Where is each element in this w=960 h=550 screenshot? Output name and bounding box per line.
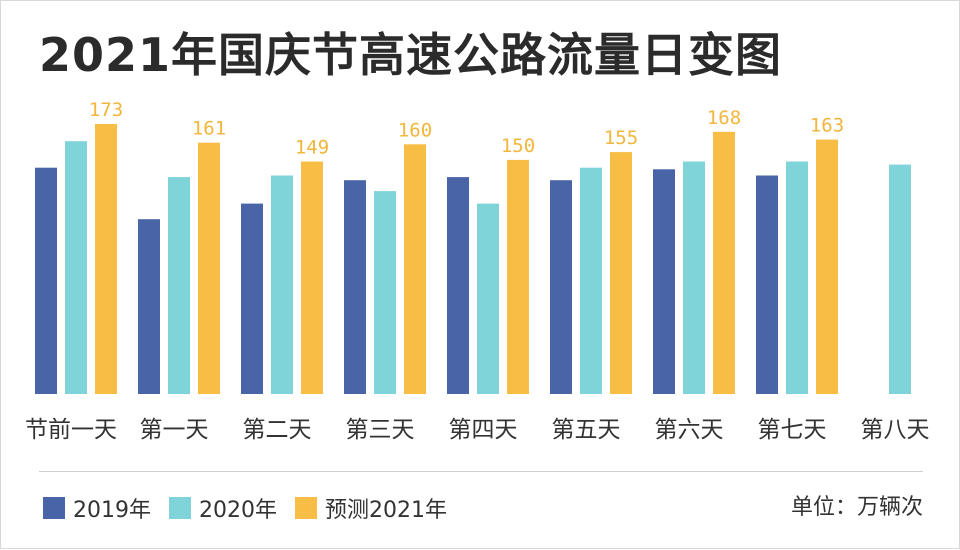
bar-2020-5 — [477, 203, 499, 394]
x-tick-label-1: 节前一天 — [25, 417, 117, 443]
bar-2019-7 — [653, 169, 675, 394]
data-label-2021-4: 160 — [398, 119, 432, 141]
x-tick-label-7: 第六天 — [655, 417, 724, 443]
data-label-2021-7: 168 — [707, 107, 741, 129]
x-tick-label-6: 第五天 — [552, 417, 621, 443]
x-tick-label-4: 第三天 — [346, 417, 415, 443]
bar-2020-8 — [786, 161, 808, 394]
data-label-2021-2: 161 — [192, 118, 226, 140]
unit-label: 单位：万辆次 — [790, 495, 923, 520]
legend-label-2020: 2020年 — [199, 498, 277, 523]
data-label-2021-3: 149 — [295, 137, 329, 159]
x-tick-label-9: 第八天 — [861, 417, 930, 443]
chart-title: 2021年国庆节高速公路流量日变图 — [39, 28, 783, 82]
bar-2021-2 — [198, 142, 220, 394]
x-tick-label-3: 第二天 — [243, 417, 312, 443]
legend-item-2021: 预测2021年 — [295, 492, 447, 524]
legend-label-2021: 预测2021年 — [325, 498, 447, 523]
bar-2021-1 — [95, 124, 117, 394]
bar-2019-8 — [756, 175, 778, 394]
legend-label-2019: 2019年 — [73, 498, 151, 523]
bar-2019-1 — [35, 167, 57, 394]
bar-2019-5 — [447, 177, 469, 394]
bar-2020-6 — [580, 167, 602, 394]
legend-swatch-2019 — [43, 497, 65, 519]
legend-item-2020: 2020年 — [169, 492, 277, 524]
legend: 2019年 2020年 预测2021年 — [43, 493, 447, 523]
bar-2021-7 — [713, 131, 735, 395]
bar-2020-1 — [65, 141, 87, 394]
data-label-2021-1: 173 — [89, 99, 123, 121]
bar-2020-4 — [374, 191, 396, 394]
data-label-2021-8: 163 — [810, 115, 844, 137]
bar-2020-7 — [683, 161, 705, 394]
x-tick-label-2: 第一天 — [140, 417, 209, 443]
bar-2019-4 — [344, 180, 366, 394]
bar-2019-2 — [138, 219, 160, 394]
bar-2019-6 — [550, 180, 572, 394]
bar-2021-6 — [610, 152, 632, 394]
data-label-2021-5: 150 — [501, 135, 535, 157]
bar-2021-3 — [301, 161, 323, 394]
legend-swatch-2020 — [169, 497, 191, 519]
bar-2021-5 — [507, 159, 529, 394]
legend-item-2019: 2019年 — [43, 492, 151, 524]
bar-2020-2 — [168, 177, 190, 394]
data-label-2021-6: 155 — [604, 127, 638, 149]
bar-2019-3 — [241, 203, 263, 394]
x-tick-label-8: 第七天 — [758, 417, 827, 443]
legend-swatch-2021 — [295, 497, 317, 519]
bar-2020-9 — [889, 164, 911, 394]
legend-divider — [39, 471, 923, 472]
x-tick-label-5: 第四天 — [449, 417, 518, 443]
bar-2021-8 — [816, 139, 838, 394]
bar-2021-4 — [404, 144, 426, 394]
bar-2020-3 — [271, 175, 293, 394]
